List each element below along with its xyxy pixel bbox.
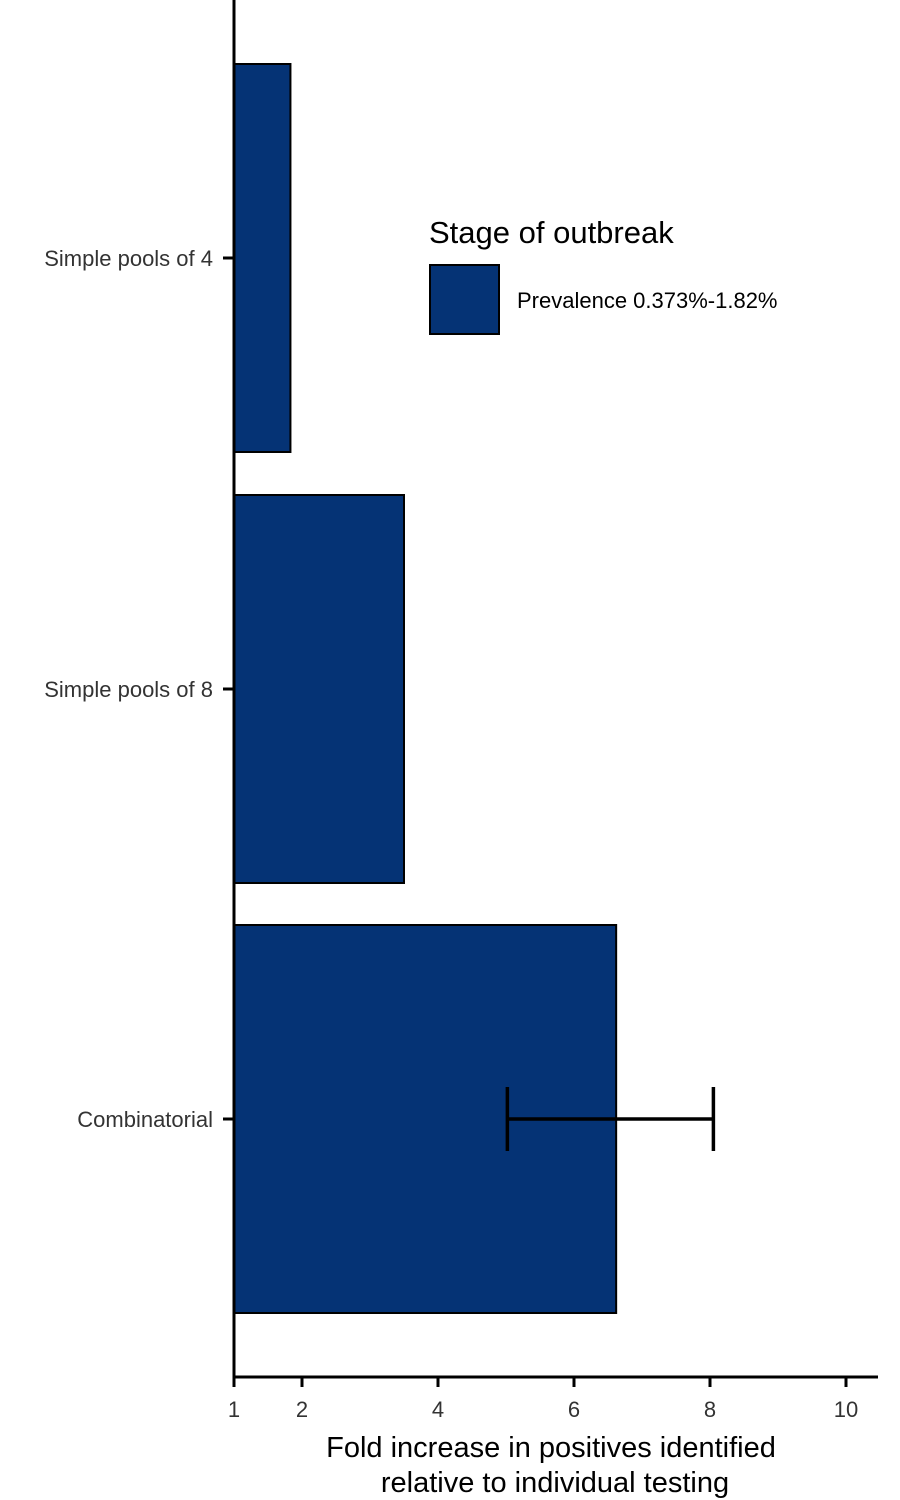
legend-swatch — [429, 264, 500, 335]
bars-group — [233, 63, 618, 1314]
x-axis: 1 2 4 6 8 10 — [228, 1375, 878, 1422]
x-tick-label: 8 — [704, 1397, 716, 1422]
legend: Stage of outbreak Prevalence 0.373%-1.82… — [429, 215, 778, 335]
x-tick-label: 6 — [568, 1397, 580, 1422]
x-axis-label-line-2: relative to individual testing — [381, 1467, 729, 1499]
x-tick-label: 2 — [296, 1397, 308, 1422]
x-tick-label: 10 — [834, 1397, 858, 1422]
x-tick-label: 4 — [432, 1397, 444, 1422]
y-tick-label: Simple pools of 4 — [44, 246, 213, 271]
legend-entry-label: Prevalence 0.373%-1.82% — [517, 288, 778, 313]
x-tick-label: 1 — [228, 1397, 240, 1422]
y-axis: Simple pools of 4 Simple pools of 8 Combin… — [44, 0, 236, 1378]
error-bars-group — [505, 1087, 716, 1151]
bar-simple-pools-of-8 — [233, 494, 405, 884]
bar-simple-pools-of-4 — [233, 63, 292, 453]
y-tick-label: Combinatorial — [77, 1107, 213, 1132]
y-tick-label: Simple pools of 8 — [44, 677, 213, 702]
x-axis-label-line-1: Fold increase in positives identified — [326, 1432, 776, 1464]
legend-title: Stage of outbreak — [429, 215, 674, 250]
